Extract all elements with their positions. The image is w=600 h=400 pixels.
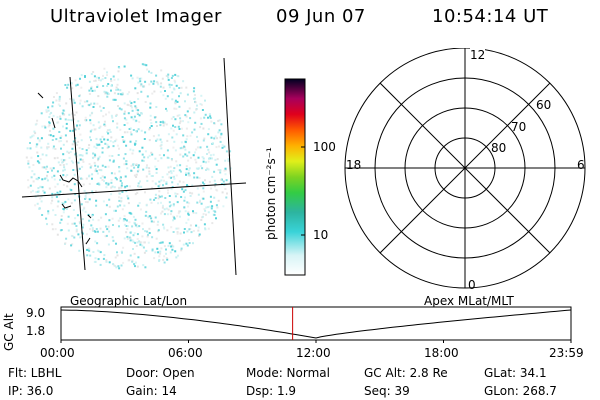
colorbar-unit-label: photon cm⁻²s⁻¹ [264, 147, 278, 240]
timeline-xtick-1200: 12:00 [296, 346, 331, 360]
geo-parallel [21, 182, 247, 198]
geo-meridian-right [223, 57, 237, 276]
timeline-xtick-1800: 18:00 [424, 346, 459, 360]
door-status: Door: Open [126, 366, 195, 380]
timeline-left-title: Geographic Lat/Lon [70, 294, 188, 308]
mlat-label-60: 60 [536, 98, 552, 112]
glon-status: GLon: 268.7 [484, 384, 557, 398]
mlt-label-18: 18 [346, 158, 362, 172]
mlat-label-80: 80 [491, 141, 507, 155]
instrument-title: Ultraviolet Imager [50, 6, 222, 27]
gc-altitude-timeline [60, 306, 572, 343]
timeline-right-title: Apex MLat/MLT [424, 294, 514, 308]
seq-status: Seq: 39 [364, 384, 410, 398]
filter-status: Flt: LBHL [8, 366, 62, 380]
mlat-label-70: 70 [511, 120, 527, 134]
timeline-xtick-0000: 00:00 [40, 346, 75, 360]
colorbar-tick-100: 100 [313, 140, 336, 154]
observation-date: 09 Jun 07 [276, 6, 366, 27]
dsp-status: Dsp: 1.9 [246, 384, 297, 398]
color-scale-bar [284, 78, 306, 276]
gain-status: Gain: 14 [126, 384, 177, 398]
mlt-label-12: 12 [470, 48, 486, 62]
timeline-xtick-0600: 06:00 [168, 346, 203, 360]
geo-meridian-left [69, 76, 86, 271]
mode-status: Mode: Normal [246, 366, 330, 380]
gc-alt-status: GC Alt: 2.8 Re [364, 366, 448, 380]
timeline-xtick-2359: 23:59 [549, 346, 584, 360]
timeline-ytick-9: 9.0 [26, 306, 46, 320]
timeline-ytick-1-8: 1.8 [26, 324, 46, 338]
timeline-y-title: GC Alt [2, 313, 16, 351]
colorbar-tick-10: 10 [313, 228, 329, 242]
polar-diagonal-2 [379, 82, 551, 254]
mlt-label-0: 0 [468, 278, 476, 292]
polar-plot [344, 48, 586, 289]
uv-image-disk [25, 63, 232, 270]
ip-status: IP: 36.0 [8, 384, 54, 398]
altitude-curve [60, 309, 572, 339]
glat-status: GLat: 34.1 [484, 366, 547, 380]
mlt-label-6: 6 [577, 158, 585, 172]
observation-time: 10:54:14 UT [432, 6, 549, 27]
coastline-outline [37, 92, 92, 245]
